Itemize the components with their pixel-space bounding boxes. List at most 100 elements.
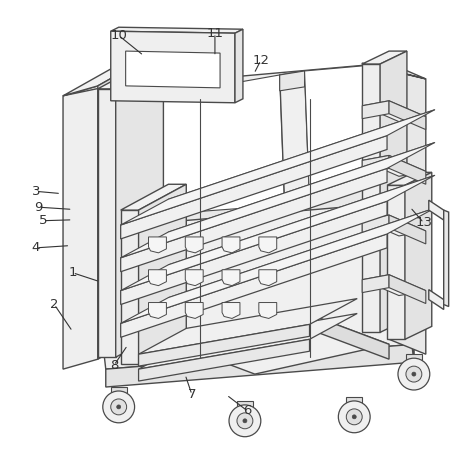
Polygon shape <box>63 76 146 96</box>
Circle shape <box>398 358 430 390</box>
Polygon shape <box>121 142 435 258</box>
Polygon shape <box>139 339 310 381</box>
Polygon shape <box>185 237 203 253</box>
Polygon shape <box>259 270 277 286</box>
Polygon shape <box>362 101 426 121</box>
Circle shape <box>412 372 416 376</box>
Polygon shape <box>98 59 146 359</box>
Polygon shape <box>121 208 435 324</box>
Polygon shape <box>126 51 220 88</box>
Polygon shape <box>362 156 426 177</box>
Polygon shape <box>362 63 426 79</box>
Polygon shape <box>389 156 426 184</box>
Polygon shape <box>98 63 414 210</box>
Polygon shape <box>429 290 444 309</box>
Polygon shape <box>148 237 166 253</box>
Polygon shape <box>185 270 203 286</box>
Text: 7: 7 <box>188 388 196 401</box>
Polygon shape <box>389 275 426 303</box>
Polygon shape <box>121 136 387 239</box>
Polygon shape <box>121 110 435 225</box>
Polygon shape <box>380 51 407 332</box>
Polygon shape <box>387 172 432 185</box>
Text: 13: 13 <box>415 217 432 229</box>
Polygon shape <box>389 215 426 244</box>
Polygon shape <box>280 71 310 205</box>
Polygon shape <box>346 397 362 403</box>
Polygon shape <box>222 237 240 253</box>
Polygon shape <box>121 168 387 272</box>
Polygon shape <box>121 234 387 337</box>
Polygon shape <box>146 75 285 215</box>
Polygon shape <box>310 314 389 359</box>
Polygon shape <box>139 313 357 369</box>
Polygon shape <box>121 201 387 304</box>
Polygon shape <box>387 185 405 339</box>
Polygon shape <box>362 215 426 236</box>
Circle shape <box>406 366 422 382</box>
Polygon shape <box>148 270 166 286</box>
Polygon shape <box>304 64 389 200</box>
Polygon shape <box>444 210 449 307</box>
Text: 9: 9 <box>34 201 43 214</box>
Text: 11: 11 <box>207 26 224 40</box>
Polygon shape <box>362 51 407 64</box>
Polygon shape <box>121 185 414 226</box>
Polygon shape <box>389 63 414 201</box>
Polygon shape <box>237 401 253 407</box>
Text: 12: 12 <box>252 54 269 67</box>
Circle shape <box>338 401 370 433</box>
Polygon shape <box>148 303 166 318</box>
Circle shape <box>237 413 253 429</box>
Polygon shape <box>362 101 389 119</box>
Polygon shape <box>389 101 426 130</box>
Polygon shape <box>429 200 444 220</box>
Polygon shape <box>139 298 357 354</box>
Polygon shape <box>139 324 310 366</box>
Text: 3: 3 <box>31 185 40 198</box>
Polygon shape <box>86 165 414 369</box>
Polygon shape <box>116 63 164 357</box>
Polygon shape <box>111 31 235 103</box>
Polygon shape <box>106 344 414 387</box>
Polygon shape <box>98 89 116 357</box>
Polygon shape <box>222 303 240 318</box>
Polygon shape <box>259 303 277 318</box>
Polygon shape <box>176 314 389 374</box>
Polygon shape <box>121 175 435 291</box>
Text: 10: 10 <box>110 29 127 42</box>
Polygon shape <box>111 27 243 33</box>
Polygon shape <box>389 63 426 354</box>
Polygon shape <box>394 165 414 362</box>
Circle shape <box>229 405 261 437</box>
Circle shape <box>111 399 127 415</box>
Polygon shape <box>121 210 139 364</box>
Text: 6: 6 <box>243 404 251 417</box>
Text: 5: 5 <box>38 214 47 227</box>
Circle shape <box>117 405 121 409</box>
Polygon shape <box>406 354 422 360</box>
Polygon shape <box>362 275 426 296</box>
Polygon shape <box>222 270 240 286</box>
Text: 8: 8 <box>109 359 118 372</box>
Polygon shape <box>63 59 146 96</box>
Polygon shape <box>280 71 304 91</box>
Polygon shape <box>259 237 277 253</box>
Polygon shape <box>139 184 186 364</box>
Polygon shape <box>235 29 243 103</box>
Polygon shape <box>362 156 389 173</box>
Polygon shape <box>362 64 380 332</box>
Circle shape <box>243 419 247 423</box>
Polygon shape <box>362 215 389 233</box>
Polygon shape <box>98 63 164 89</box>
Circle shape <box>352 415 356 419</box>
Polygon shape <box>405 172 432 339</box>
Text: 4: 4 <box>32 241 40 254</box>
Polygon shape <box>362 275 389 293</box>
Polygon shape <box>63 86 98 369</box>
Polygon shape <box>111 387 127 393</box>
Polygon shape <box>185 303 203 318</box>
Polygon shape <box>121 184 186 210</box>
Text: 2: 2 <box>50 298 59 311</box>
Polygon shape <box>176 314 310 359</box>
